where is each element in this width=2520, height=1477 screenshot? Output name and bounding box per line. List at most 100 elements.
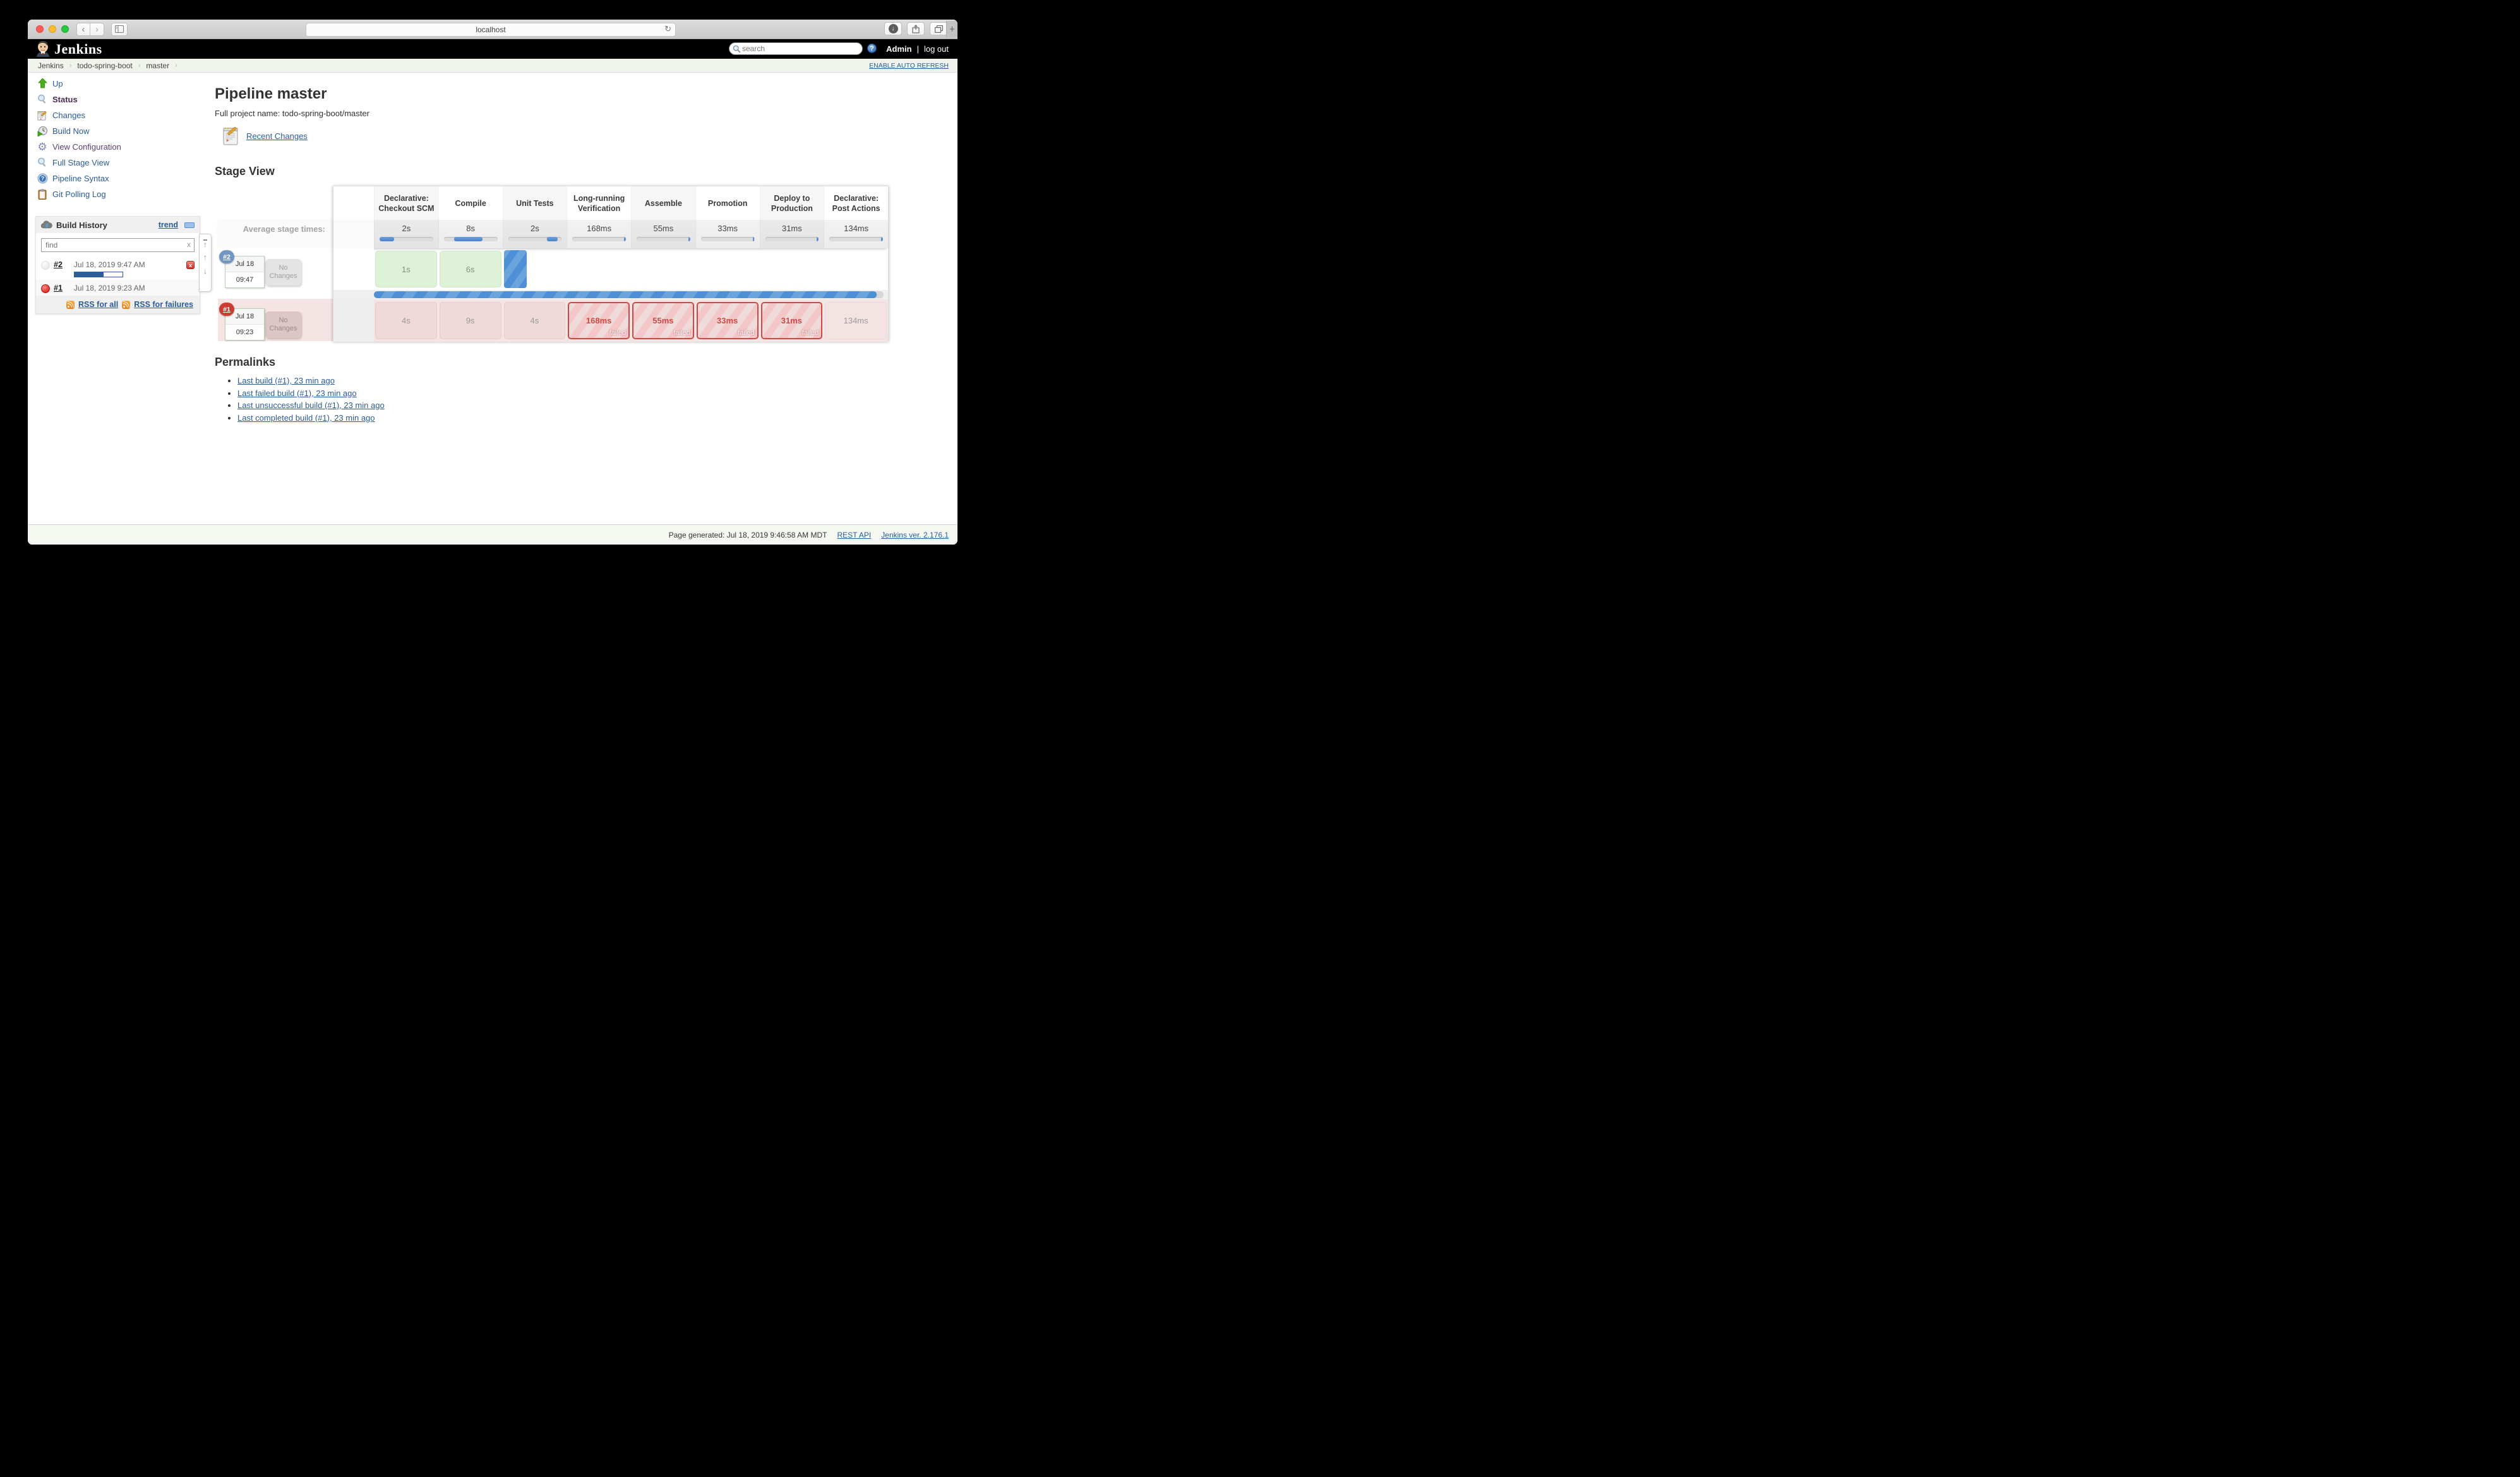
build-history-find-input[interactable] <box>41 238 195 252</box>
stage-cell-soft-fail[interactable]: 4s <box>503 299 567 342</box>
downloads-button[interactable]: ↓ <box>884 22 902 35</box>
browser-back-button[interactable]: ‹ <box>76 22 90 36</box>
stage-cell-failed[interactable]: 168ms failed <box>567 299 631 342</box>
scroll-up-icon[interactable]: ↑ <box>203 253 207 262</box>
enable-auto-refresh-link[interactable]: ENABLE AUTO REFRESH <box>869 61 949 69</box>
share-icon <box>912 24 920 33</box>
notepad-icon <box>37 109 48 121</box>
sidebar-item-view-configuration[interactable]: ⚙ View Configuration <box>37 141 121 152</box>
rss-for-all-link[interactable]: RSS for all <box>78 300 119 309</box>
sidebar-item-pipeline-syntax[interactable]: ? Pipeline Syntax <box>37 172 109 184</box>
sidebar-item-status[interactable]: Status <box>37 93 78 105</box>
stage-header: Declarative: Checkout SCM <box>374 186 438 220</box>
sidebar-toggle-button[interactable] <box>111 22 128 36</box>
page-generated-text: Page generated: Jul 18, 2019 9:46:58 AM … <box>668 530 827 540</box>
trend-icon <box>184 222 195 228</box>
browser-forward-button[interactable]: › <box>90 22 104 36</box>
build-1-row-info: #1 Jul 18 09:23 No Changes <box>218 299 333 341</box>
sidebar-item-label: Up <box>52 78 63 88</box>
tab-overview-button[interactable] <box>930 22 947 35</box>
build-history-row-1[interactable]: #1 Jul 18, 2019 9:23 AM <box>36 280 200 296</box>
clear-find-icon[interactable]: x <box>187 240 191 249</box>
scroll-to-top-icon[interactable]: ↑ <box>203 239 207 249</box>
build-1-badge[interactable]: #1 <box>219 303 234 316</box>
reload-icon[interactable]: ↻ <box>664 24 671 33</box>
last-completed-build-link[interactable]: Last completed build (#1), 23 min ago <box>237 413 375 423</box>
stage-cell-plain[interactable]: 134ms <box>824 299 888 342</box>
sidebar-item-build-now[interactable]: Build Now <box>37 125 90 136</box>
magnifier-icon <box>37 93 48 105</box>
search-input[interactable] <box>741 44 844 54</box>
breadcrumb-jenkins[interactable]: Jenkins <box>38 61 64 70</box>
stage-cell-success[interactable]: 1s <box>374 248 438 290</box>
user-link[interactable]: Admin <box>886 44 912 54</box>
sidebar-item-full-stage-view[interactable]: Full Stage View <box>37 157 109 168</box>
jenkins-version-link[interactable]: Jenkins ver. 2.176.1 <box>881 530 949 540</box>
failed-label: failed <box>801 329 819 337</box>
header-search[interactable] <box>729 42 863 55</box>
zoom-window-button[interactable] <box>61 25 69 33</box>
build-status-ball-in-progress <box>41 261 50 270</box>
close-window-button[interactable] <box>36 25 44 33</box>
trend-link[interactable]: trend <box>158 220 178 229</box>
breadcrumb-project[interactable]: todo-spring-boot <box>77 61 133 70</box>
scroll-down-icon[interactable]: ↓ <box>203 267 207 275</box>
build-number-link[interactable]: #2 <box>54 260 63 269</box>
average-stage-time-cell: 2s <box>374 220 438 248</box>
stage-cell-empty <box>567 248 631 290</box>
stage-cell-empty <box>824 248 888 290</box>
stage-cell-failed[interactable]: 33ms failed <box>695 299 760 342</box>
build-timestamp: Jul 18, 2019 9:23 AM <box>73 284 145 292</box>
sidebar-item-label: Build Now <box>52 126 90 136</box>
sidebar-icon <box>115 25 124 33</box>
delete-build-icon[interactable]: x <box>186 261 195 269</box>
stage-header: Long-running Verification <box>567 186 631 220</box>
stage-cell-failed[interactable]: 55ms failed <box>631 299 695 342</box>
gear-icon: ⚙ <box>37 140 47 153</box>
address-bar[interactable]: localhost ↻ <box>306 23 676 37</box>
sidebar-item-up[interactable]: Up <box>37 78 63 89</box>
last-build-link[interactable]: Last build (#1), 23 min ago <box>237 376 335 385</box>
build-history-row-2[interactable]: #2 Jul 18, 2019 9:47 AM x <box>36 256 200 280</box>
build-2-badge[interactable]: #2 <box>219 250 234 263</box>
search-help-icon[interactable]: ? <box>867 44 877 53</box>
logout-link[interactable]: log out <box>923 44 949 54</box>
jenkins-title: Jenkins <box>54 40 102 57</box>
no-changes-box: No Changes <box>265 311 301 338</box>
stage-cell-failed[interactable]: 31ms failed <box>760 299 824 342</box>
sidebar-item-label: Status <box>52 94 78 104</box>
chevron-right-icon: › <box>138 61 141 69</box>
sidebar-item-git-polling-log[interactable]: Git Polling Log <box>37 188 106 200</box>
rss-for-failures-link[interactable]: RSS for failures <box>134 300 193 309</box>
breadcrumb-bar: Jenkins › todo-spring-boot › master › EN… <box>28 59 957 73</box>
build-number-link[interactable]: #1 <box>54 284 63 292</box>
new-tab-button[interactable]: + <box>946 21 957 37</box>
divider: | <box>916 44 919 54</box>
jenkins-logo[interactable]: Jenkins <box>35 40 102 57</box>
recent-changes-icon <box>223 126 238 145</box>
build-time: 09:23 <box>225 325 264 340</box>
last-unsuccessful-build-link[interactable]: Last unsuccessful build (#1), 23 min ago <box>237 401 385 410</box>
stage-header: Promotion <box>695 186 760 220</box>
rest-api-link[interactable]: REST API <box>837 530 872 540</box>
stage-cell-empty <box>631 248 695 290</box>
share-button[interactable] <box>907 22 925 35</box>
stage-cell-soft-fail[interactable]: 9s <box>438 299 503 342</box>
last-failed-build-link[interactable]: Last failed build (#1), 23 min ago <box>237 388 357 398</box>
stage-cell-soft-fail[interactable]: 4s <box>374 299 438 342</box>
running-stage-stripes <box>503 250 527 288</box>
recent-changes-link[interactable]: Recent Changes <box>246 131 308 141</box>
stage-cell-success[interactable]: 6s <box>438 248 503 290</box>
build-history-title: Build History <box>56 220 107 230</box>
build-progress-bar[interactable] <box>73 272 123 277</box>
minimize-window-button[interactable] <box>49 25 56 33</box>
build-2-overall-progress-bar <box>374 291 884 298</box>
build-timestamp: Jul 18, 2019 9:47 AM <box>73 260 145 269</box>
full-project-name: Full project name: todo-spring-boot/mast… <box>215 109 369 118</box>
build-2-row-info: #2 Jul 18 09:47 No Changes <box>218 248 333 299</box>
build-history-scroll-widget: ↑ ↑ ↓ <box>199 234 212 292</box>
stage-cell-running[interactable] <box>503 248 567 290</box>
browser-window: ‹ › localhost ↻ ↓ + <box>28 20 957 545</box>
breadcrumb-branch[interactable]: master <box>146 61 170 70</box>
sidebar-item-changes[interactable]: Changes <box>37 109 85 121</box>
